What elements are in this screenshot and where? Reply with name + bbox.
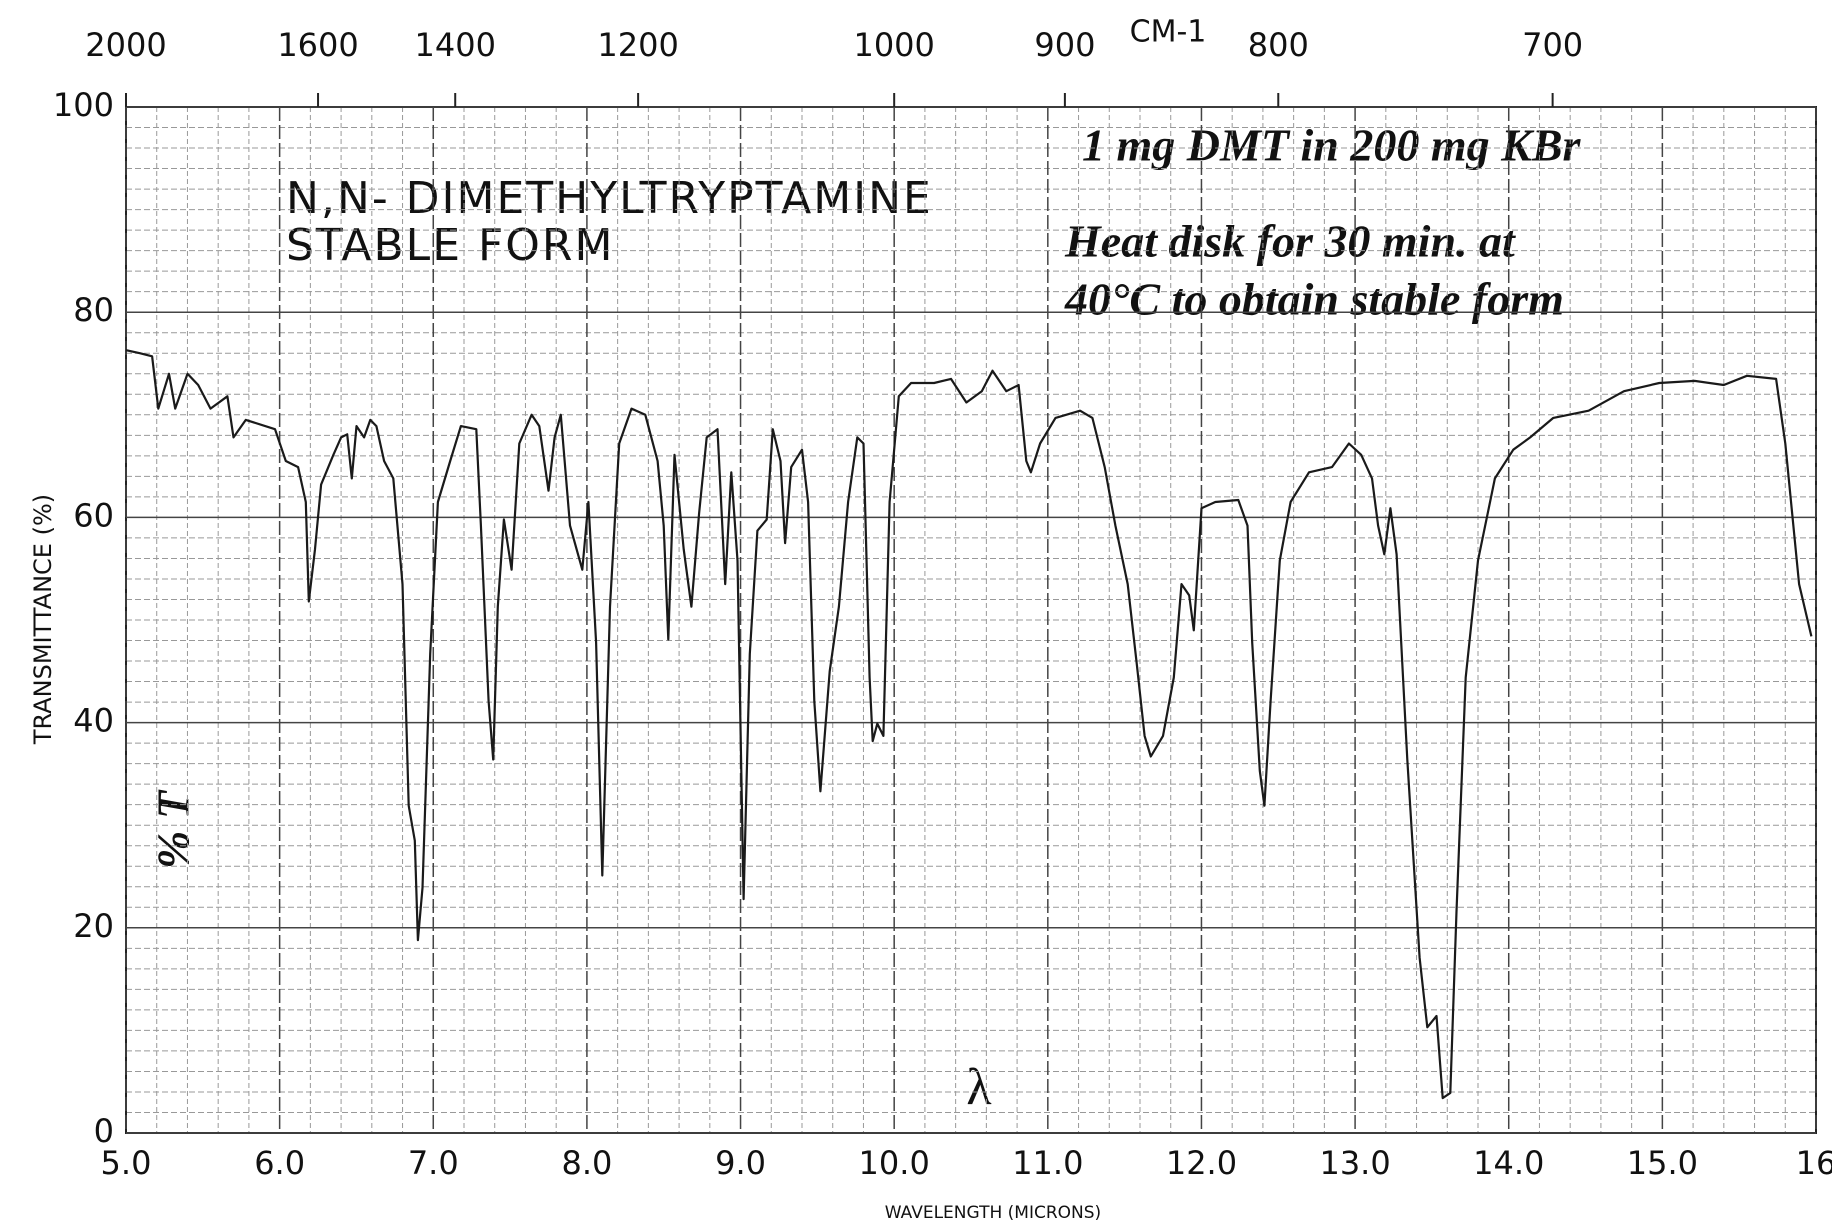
x2-tick-label: 700 <box>1522 26 1583 64</box>
x-tick-label: 11.0 <box>1012 1144 1083 1182</box>
y-tick-label: 0 <box>94 1112 114 1150</box>
x-tick-label: 15.0 <box>1627 1144 1698 1182</box>
x-axis-label: WAVELENGTH (MICRONS) <box>885 1203 1101 1223</box>
x-tick-label: 9.0 <box>715 1144 766 1182</box>
x2-tick-label: 900 <box>1034 26 1095 64</box>
x-tick-label: 5.0 <box>101 1144 152 1182</box>
x-tick-label: 13.0 <box>1319 1144 1390 1182</box>
chart-subtitle: STABLE FORM <box>286 220 614 271</box>
x-tick-label: 14.0 <box>1473 1144 1544 1182</box>
annotation: Heat disk for 30 min. at <box>1064 216 1516 267</box>
x2-tick-label: 2000 <box>85 26 166 64</box>
y-axis-label: % T <box>148 789 199 869</box>
spectrum-line <box>125 349 1813 1100</box>
chart-title: N,N- DIMETHYLTRYPTAMINE <box>286 173 933 224</box>
y-tick-label: 20 <box>73 907 114 945</box>
y-tick-label: 80 <box>73 291 114 329</box>
annotation: 1 mg DMT in 200 mg KBr <box>1082 120 1582 171</box>
x-tick-label: 16 <box>1796 1144 1832 1182</box>
x-tick-label: 8.0 <box>561 1144 612 1182</box>
y-axis-label: TRANSMITTANCE (%) <box>29 494 57 745</box>
x2-tick-label: 1600 <box>277 26 358 64</box>
x-tick-label: 10.0 <box>859 1144 930 1182</box>
x2-tick-label: 1200 <box>597 26 678 64</box>
y-tick-label: 40 <box>73 702 114 740</box>
annotation: 40°C to obtain stable form <box>1064 274 1564 325</box>
y-tick-label: 60 <box>73 496 114 534</box>
x-tick-label: 12.0 <box>1166 1144 1237 1182</box>
annotation: λ <box>966 1059 991 1116</box>
x2-axis-label: CM-1 <box>1130 15 1207 50</box>
x2-tick-label: 800 <box>1248 26 1309 64</box>
x2-tick-label: 1400 <box>415 26 496 64</box>
x-tick-label: 7.0 <box>408 1144 459 1182</box>
y-tick-label: 100 <box>53 86 114 124</box>
x-tick-label: 6.0 <box>254 1144 305 1182</box>
x2-tick-label: 1000 <box>853 26 934 64</box>
